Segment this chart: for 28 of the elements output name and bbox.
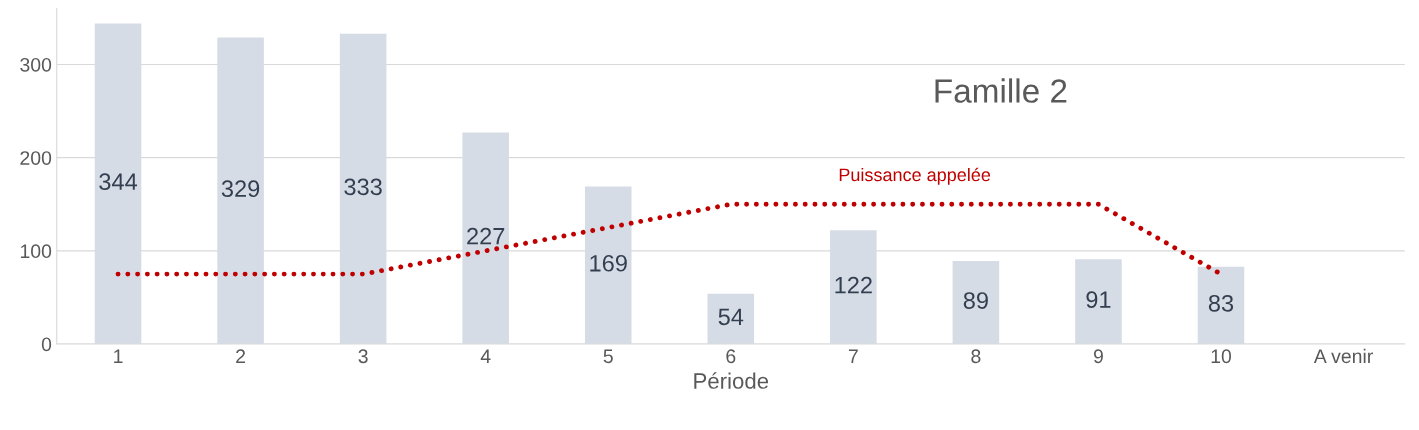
x-tick-label: 9 [1093, 349, 1103, 364]
data-label: 329 [221, 180, 260, 198]
x-tick-label: 3 [358, 349, 368, 364]
x-tick-label: 8 [971, 349, 981, 364]
x-tick-label: 10 [1211, 349, 1232, 364]
data-label: 227 [467, 227, 505, 245]
x-tick-label: 4 [480, 349, 491, 363]
data-label: 54 [718, 308, 744, 326]
x-tick-label: 2 [236, 349, 246, 363]
data-label: 83 [1208, 294, 1234, 312]
x-tick-label: 7 [848, 349, 858, 363]
x-tick-label: 1 [114, 349, 123, 363]
y-tick-label: 100 [20, 244, 52, 259]
y-tick-label: 0 [41, 337, 52, 352]
x-tick-label: 6 [726, 349, 736, 364]
text: Famille 2 [935, 78, 1067, 103]
data-label: 169 [590, 254, 627, 272]
data-label: 89 [963, 292, 988, 309]
y-tick-label: 300 [20, 57, 52, 72]
y-tick-label: 200 [20, 151, 52, 165]
x-tick-label: A venir [1313, 348, 1373, 364]
data-label: 91 [1086, 291, 1111, 308]
data-label: 122 [835, 276, 872, 294]
x-axis-title: Période [694, 372, 769, 389]
data-label: 344 [99, 173, 138, 191]
data-label: 333 [344, 178, 382, 196]
series-label: Puissance appelée [839, 167, 991, 185]
x-tick-label: 5 [603, 349, 613, 364]
